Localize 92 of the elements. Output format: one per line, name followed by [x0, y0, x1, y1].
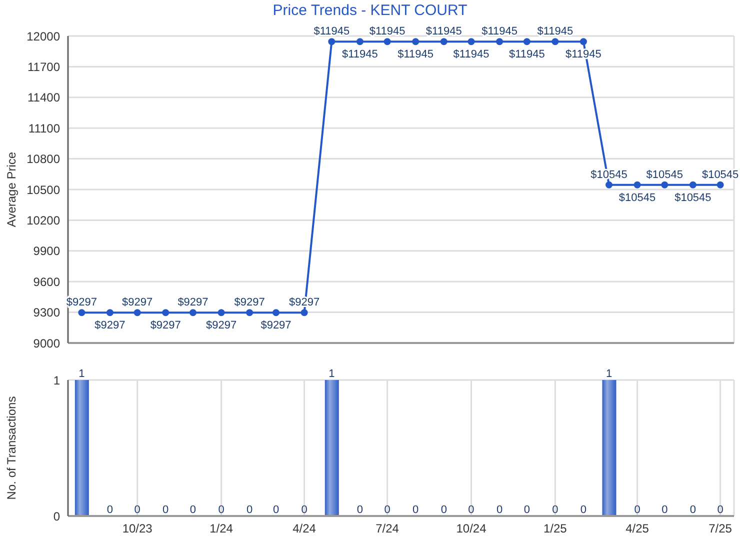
point [661, 181, 668, 188]
point [468, 38, 475, 46]
data-label: 0 [218, 504, 224, 516]
point [106, 309, 114, 316]
x-tick-label: 10/23 [122, 522, 153, 536]
data-label: $11945 [482, 26, 518, 38]
point [606, 181, 613, 188]
y-tick-label: 9600 [33, 274, 60, 289]
data-label: $11945 [398, 48, 434, 61]
point [523, 38, 530, 46]
y-axis-title: Average Price [4, 152, 18, 228]
y-tick-label: 9900 [33, 244, 60, 258]
point [440, 38, 448, 46]
x-tick-label: 1/24 [210, 522, 234, 536]
data-label: $11945 [426, 26, 462, 38]
data-label: 0 [106, 504, 114, 516]
data-label: $11945 [342, 48, 378, 61]
data-label: $11945 [453, 48, 490, 61]
y-tick-label: 12000 [26, 29, 60, 44]
data-label: $9297 [94, 320, 126, 332]
x-tick-label: 7/24 [376, 522, 400, 536]
y-tick-label: 0 [53, 509, 60, 524]
data-label: $11945 [369, 26, 406, 38]
data-label: 0 [662, 504, 668, 516]
y-tick-label: 10200 [26, 213, 60, 228]
data-label: 0 [246, 504, 253, 516]
x-tick-label: 10/24 [456, 522, 487, 536]
y-tick-label: 9300 [33, 306, 60, 320]
y-tick-label: 1 [53, 373, 60, 388]
x-tick-label: 4/24 [292, 522, 316, 536]
point [246, 309, 254, 316]
y-tick-label: 9000 [33, 336, 60, 350]
data-label: $9297 [122, 296, 153, 309]
point [272, 309, 280, 316]
point [552, 38, 559, 46]
point [218, 309, 225, 316]
y-tick-label: 10500 [26, 182, 60, 197]
data-label: $11945 [508, 48, 545, 61]
x-tick-label: 7/25 [708, 522, 732, 536]
data-label: 0 [468, 504, 474, 516]
point [580, 38, 587, 46]
data-label: 0 [524, 504, 530, 516]
data-label: 0 [552, 504, 558, 516]
point [384, 38, 391, 46]
data-label: $9297 [234, 296, 265, 309]
y-tick-label: 11100 [28, 121, 60, 136]
y-tick-label: 10800 [26, 152, 60, 166]
y-tick-label: 11400 [28, 90, 60, 105]
point [716, 181, 724, 188]
data-label: 0 [580, 504, 587, 516]
data-label: $10545 [674, 192, 712, 204]
data-label: 1 [606, 368, 612, 380]
data-label: 0 [162, 504, 169, 516]
data-label: 0 [634, 504, 640, 516]
point [496, 38, 504, 46]
y-axis-title: No. of Transactions [4, 396, 18, 500]
data-label: $9297 [260, 320, 292, 332]
point [328, 38, 336, 46]
data-label: 1 [328, 368, 335, 380]
data-label: 0 [190, 504, 196, 516]
point [134, 309, 141, 316]
data-label: 0 [496, 504, 503, 516]
x-tick-label: 1/25 [544, 522, 568, 536]
point [412, 38, 420, 46]
data-label: 1 [78, 368, 85, 380]
point [162, 309, 170, 316]
data-label: 0 [356, 504, 364, 516]
data-label: 0 [384, 504, 390, 516]
data-label: 0 [412, 504, 419, 516]
data-label: $10545 [618, 192, 656, 204]
point [78, 309, 86, 316]
data-label: 0 [134, 504, 140, 516]
data-label: $9297 [206, 320, 237, 332]
data-label: $10545 [702, 168, 739, 181]
point [634, 181, 641, 188]
data-label: 0 [717, 504, 724, 516]
point [189, 309, 196, 316]
y-tick-label: 11700 [28, 60, 60, 74]
data-label: 0 [301, 504, 308, 516]
data-label: $9297 [178, 296, 208, 309]
data-label: 0 [690, 504, 696, 516]
point [300, 309, 308, 316]
x-tick-label: 4/25 [626, 522, 650, 536]
point [689, 181, 696, 188]
data-label: 0 [440, 504, 447, 516]
chart-title: Price Trends - KENT COURT [272, 2, 468, 19]
data-label: $10545 [646, 168, 684, 181]
point [356, 38, 364, 46]
data-label: $11945 [314, 26, 350, 38]
data-label: $9297 [150, 320, 181, 332]
data-label: 0 [272, 504, 280, 516]
data-label: $11945 [537, 26, 574, 38]
